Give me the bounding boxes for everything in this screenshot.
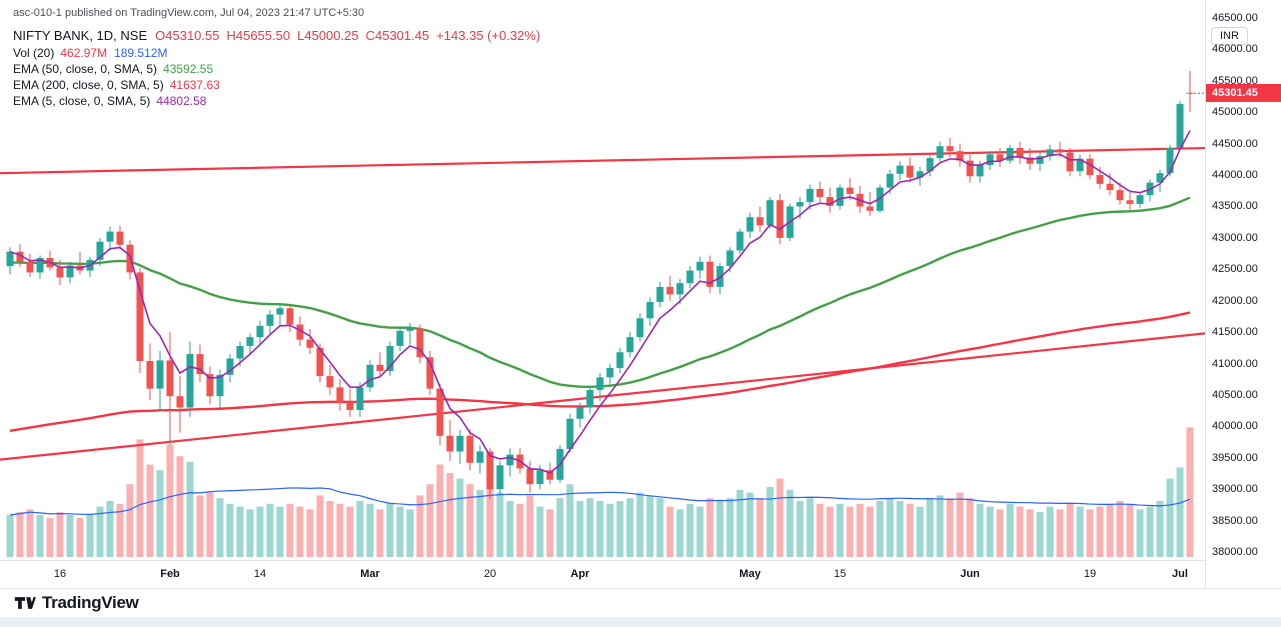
time-tick-label: Jun — [960, 568, 980, 580]
price-tick-label: 39500.00 — [1212, 451, 1258, 464]
price-tick-label: 46000.00 — [1212, 43, 1258, 56]
ema50-label: EMA (50, close, 0, SMA, 5) — [13, 62, 158, 76]
tradingview-logo-link[interactable]: TradingView — [14, 593, 139, 613]
tradingview-logo-icon — [14, 597, 36, 609]
ema5-row[interactable]: EMA (5, close, 0, SMA, 5) 44802.58 — [13, 93, 547, 109]
price-scale[interactable]: INR 46500.00 46000.00 45500.00 45000.00 4450… — [1205, 0, 1281, 588]
time-tick-label: 20 — [483, 568, 497, 580]
ema50-value: 43592.55 — [163, 62, 214, 76]
price-tick-label: 38000.00 — [1212, 546, 1258, 558]
volume-label: Vol (20) — [13, 46, 55, 60]
time-tick-label: 14 — [253, 568, 267, 580]
last-price-badge: 45301.45 — [1206, 84, 1281, 103]
ema50-row[interactable]: EMA (50, close, 0, SMA, 5) 43592.55 — [13, 61, 547, 77]
price-tick-label: 42000.00 — [1212, 294, 1258, 307]
ema200-row[interactable]: EMA (200, close, 0, SMA, 5) 41637.63 — [13, 77, 547, 93]
ema5-line — [9, 130, 1191, 474]
publish-info: asc-010-1 published on TradingView.com, … — [13, 7, 365, 19]
time-tick-label: Jul — [1172, 568, 1188, 580]
volume-row[interactable]: Vol (20) 462.97M 189.512M — [13, 45, 547, 61]
time-tick-label: 15 — [833, 568, 847, 580]
ema5-value: 44802.58 — [156, 94, 207, 108]
ohlc-high: H45655.50 — [226, 28, 291, 43]
ema200-value: 41637.63 — [169, 78, 220, 92]
price-tick-label: 41500.00 — [1212, 326, 1258, 339]
ohlc-open: O45310.55 — [155, 28, 220, 43]
time-tick-label: 16 — [53, 568, 67, 580]
currency-label: INR — [1211, 27, 1248, 45]
time-tick-label: May — [739, 568, 761, 580]
time-tick-label: 19 — [1083, 568, 1097, 580]
change-value: +143.35 (+0.32%) — [436, 28, 541, 43]
time-scale[interactable]: 16 Feb 14 Mar 20 Apr May 15 Jun 19 Jul — [0, 560, 1205, 588]
price-tick-label: 45000.00 — [1212, 106, 1258, 119]
chart-legend: NIFTY BANK, 1D, NSE O45310.55 H45655.50 L45… — [13, 27, 547, 109]
price-tick-label: 41000.00 — [1212, 357, 1258, 370]
ema5-label: EMA (5, close, 0, SMA, 5) — [13, 94, 151, 108]
volume-series — [6, 427, 1194, 557]
price-tick-label: 38500.00 — [1212, 514, 1258, 527]
volume-ma-value: 189.512M — [114, 46, 168, 60]
bottom-strip — [0, 617, 1281, 627]
chart-canvas[interactable] — [0, 0, 1205, 560]
price-tick-label: 44000.00 — [1212, 169, 1258, 182]
tradingview-wordmark: TradingView — [42, 593, 139, 612]
price-tick-label: 44500.00 — [1212, 137, 1258, 150]
ohlc-close: C45301.45 — [365, 28, 430, 43]
price-tick-label: 40000.00 — [1212, 420, 1258, 433]
price-tick-label: 43000.00 — [1212, 231, 1258, 244]
ohlc-low: L45000.25 — [297, 28, 359, 43]
price-tick-label: 39000.00 — [1212, 483, 1258, 496]
trendlines — [0, 146, 1205, 461]
time-tick-label: Feb — [160, 568, 180, 580]
ema200-label: EMA (200, close, 0, SMA, 5) — [13, 78, 164, 92]
price-tick-label: 46500.00 — [1212, 12, 1258, 24]
price-tick-label: 43500.00 — [1212, 200, 1258, 213]
volume-ma-line — [9, 487, 1191, 516]
price-tick-label: 40500.00 — [1212, 388, 1258, 401]
price-tick-label: 42500.00 — [1212, 263, 1258, 276]
footer-bar: TradingView — [0, 588, 1281, 617]
time-tick-label: Apr — [570, 568, 590, 580]
price-tick-label: 45500.00 — [1212, 74, 1258, 87]
volume-value: 462.97M — [60, 46, 108, 60]
symbol-title: NIFTY BANK, 1D, NSE — [13, 28, 148, 43]
symbol-row[interactable]: NIFTY BANK, 1D, NSE O45310.55 H45655.50 L45… — [13, 27, 547, 45]
time-tick-label: Mar — [360, 568, 380, 580]
